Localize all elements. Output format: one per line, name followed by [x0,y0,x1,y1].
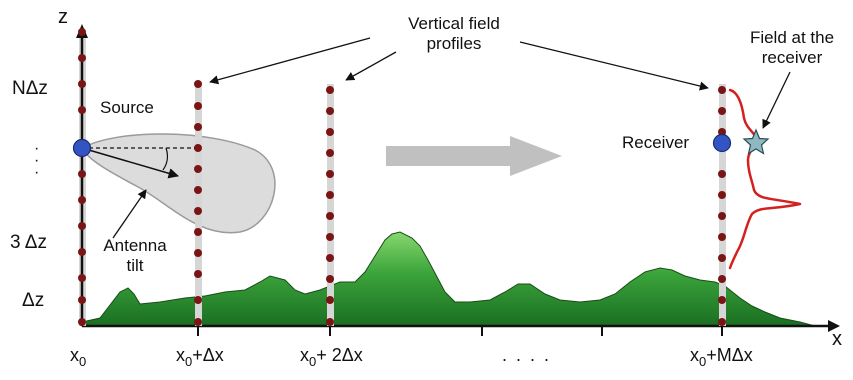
callout-to-profile-3 [519,41,709,91]
field-at-receiver-curve [728,88,802,270]
profile-dot [78,54,86,62]
profile-dot [326,212,334,220]
profile-dot [194,80,202,88]
receiver-label: Receiver [622,133,690,152]
profile-dot [718,170,726,178]
profile-dot [194,318,202,326]
profile-dot [194,249,202,257]
dz-label: Δz [22,290,45,311]
profile-dot [718,86,726,94]
profile-dot [194,186,202,194]
source-label: Source [100,98,154,117]
profile-dot [326,107,334,115]
x-axis-label: x [832,328,842,350]
antenna-beam-lobe [80,133,276,234]
vertical-profiles-line2: profiles [426,33,482,53]
profile-dot [78,274,86,282]
profile-dot [326,254,334,262]
profile-dot [78,106,86,114]
profile-dot [78,170,86,178]
profile-dot [718,191,726,199]
source-antenna [72,138,92,158]
tick-x0-2dx-sub: 0 [309,354,317,369]
profile-dot [78,318,86,326]
profile-dot [78,296,86,304]
antenna-tilt-label: Antenna tilt [100,236,170,275]
profile-dot [718,296,726,304]
n-dz-label: NΔz [12,78,48,99]
tick-x0-mdx-base: x [690,345,699,365]
profile-dot [326,275,334,283]
callout-to-profile-2 [345,51,397,81]
callout-to-profile-1 [209,37,371,85]
vertical-ellipsis: · · · [34,140,40,181]
profile-dots [78,28,726,326]
tick-x0-dx-sub: 0 [185,354,193,369]
tick-x0-mdx-suffix: +MΔx [706,345,753,365]
tick-x0-2dx-base: x [300,345,309,365]
profile-dot [326,296,334,304]
star-marker [742,128,770,155]
tick-label-x0-plus-2dx: x0+ 2Δx [300,345,363,370]
profile-dot [194,144,202,152]
profile-dot [326,233,334,241]
tick-x0-2dx-suffix: + 2Δx [316,345,363,365]
tick-x0-dx-base: x [176,345,185,365]
three-dz-label: 3 Δz [10,232,47,253]
tick-x0-sub: 0 [79,354,87,369]
profile-dot [718,107,726,115]
profile-dot [326,128,334,136]
profile-dot [194,207,202,215]
propagation-direction-arrow [386,136,562,176]
profile-dot [718,233,726,241]
profile-dot [78,248,86,256]
x-axis-ticks [197,326,723,336]
z-axis-label: z [58,6,68,28]
x-axis-arrowhead [828,320,840,332]
field-at-receiver-label: Field at the receiver [740,28,844,67]
tick-x0-base: x [70,345,79,365]
profile-dot [78,222,86,230]
profile-dot [194,270,202,278]
profile-dot [326,191,334,199]
profile-dot [194,296,202,304]
profile-dot [718,254,726,262]
antenna-tilt-line2: tilt [126,255,144,275]
profile-dot [194,123,202,131]
tick-label-x0-plus-mdx: x0+MΔx [690,345,753,370]
field-receiver-line2: receiver [761,47,823,67]
vertical-field-profiles-label: Vertical field profiles [392,14,516,53]
profile-dot [194,102,202,110]
profile-dot [326,86,334,94]
profile-dot [718,212,726,220]
profile-dot [326,149,334,157]
receiver-antenna [712,133,732,153]
antenna-tilt-line1: Antenna [103,236,167,255]
profile-dot [718,318,726,326]
tick-label-dots: . . . . [502,345,552,365]
profile-dot [718,128,726,136]
terrain [81,231,816,327]
tick-x0-dx-suffix: +Δx [192,345,224,365]
tick-x0-mdx-sub: 0 [699,354,707,369]
profile-dot [194,228,202,236]
profile-dot [718,275,726,283]
tilt-vector [81,147,180,179]
tilt-angle-arc [162,147,169,171]
profile-dot [78,196,86,204]
callout-to-antenna-lobe [112,189,147,239]
profile-dot [78,80,86,88]
profile-dot [78,28,86,36]
field-receiver-line1: Field at the [749,28,835,47]
vertical-profiles-line1: Vertical field [408,14,500,33]
profile-dot [194,165,202,173]
callout-to-receiver-field [762,71,791,129]
tick-label-x0: x0 [70,345,86,370]
profile-dot [326,170,334,178]
tick-label-x0-plus-dx: x0+Δx [176,345,224,370]
profile-dot [326,318,334,326]
